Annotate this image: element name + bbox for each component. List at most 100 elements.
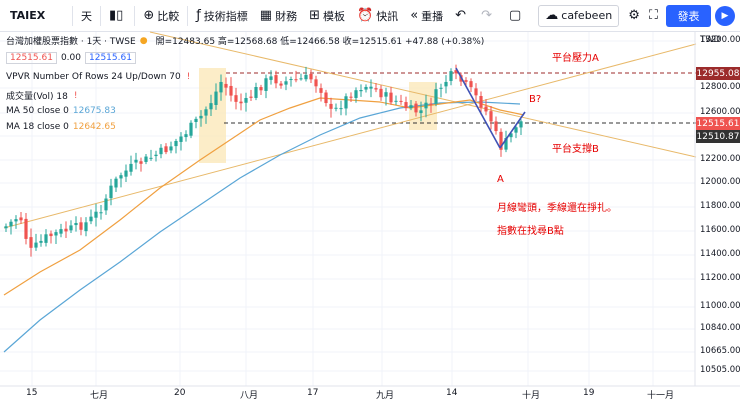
user-menu[interactable]: ☁ cafebeen bbox=[532, 0, 625, 32]
settings-button[interactable]: ⚙ bbox=[625, 0, 646, 32]
legend-ma18[interactable]: MA 18 close 0 12642.65 bbox=[6, 122, 116, 132]
candle-body bbox=[274, 75, 278, 84]
compare-button[interactable]: ⊕ 比較 bbox=[137, 0, 185, 32]
legend-price-row: 12515.61 0.00 12515.61 bbox=[6, 52, 140, 64]
last-price-tag: 12515.61 bbox=[696, 117, 740, 130]
candle-body bbox=[404, 102, 408, 109]
candle-body bbox=[269, 76, 273, 80]
candle-body bbox=[434, 89, 438, 104]
bid-price-box[interactable]: 12515.61 bbox=[6, 52, 57, 64]
publish-button[interactable]: 發表 bbox=[666, 5, 711, 27]
play-button[interactable]: ▶ bbox=[715, 6, 735, 26]
candle-body bbox=[224, 83, 228, 88]
candle-body bbox=[214, 91, 218, 105]
top-toolbar: TAIEX 天 ▮▯ ⊕ 比較 ƒ 技術指標 ▦ 財務 ⊞ 模板 ⏰ 快訊 «重播 ↶ ↷… bbox=[0, 0, 740, 32]
divider bbox=[72, 5, 73, 26]
indicators-button[interactable]: ƒ 技術指標 bbox=[190, 0, 254, 32]
candle-body bbox=[409, 105, 413, 109]
candle-body bbox=[334, 107, 338, 109]
price-tick-label: 10665.00 bbox=[700, 346, 740, 356]
legend-ma50[interactable]: MA 50 close 0 12675.83 bbox=[6, 106, 116, 116]
candle-body bbox=[319, 88, 323, 93]
legend-vpvr[interactable]: VPVR Number Of Rows 24 Up/Down 70 ! bbox=[6, 72, 190, 82]
interval-selector[interactable]: 天 bbox=[81, 9, 92, 23]
ma18-line bbox=[3, 97, 525, 296]
indicators-label: 技術指標 bbox=[203, 9, 248, 23]
alert-button[interactable]: ⏰ 快訊 bbox=[351, 0, 404, 32]
candle-body bbox=[469, 81, 473, 88]
time-tick-label: 19 bbox=[583, 388, 595, 398]
financials-label: 財務 bbox=[275, 9, 298, 23]
legend-volume[interactable]: 成交量(Vol) 18 ! bbox=[6, 89, 78, 103]
candle-body bbox=[499, 131, 503, 150]
candle-body bbox=[59, 229, 63, 234]
redo-icon: ↷ bbox=[481, 8, 492, 23]
redo-button[interactable]: ↷ bbox=[475, 0, 501, 32]
resistance-price-tag: 12955.08 bbox=[696, 67, 740, 80]
chart-type-button[interactable]: ▮▯ bbox=[103, 0, 132, 32]
candle-body bbox=[394, 100, 398, 102]
candle-body bbox=[399, 100, 403, 102]
candle-body bbox=[109, 185, 113, 199]
candle-body bbox=[339, 108, 343, 110]
ask-price-box[interactable]: 12515.61 bbox=[85, 52, 136, 64]
divider bbox=[187, 5, 189, 26]
candle-body bbox=[474, 88, 478, 96]
layout-button[interactable]: ▢ bbox=[503, 0, 530, 32]
warning-icon: ! bbox=[73, 90, 78, 101]
candle-body bbox=[74, 223, 78, 226]
fullscreen-button[interactable]: ⛶ bbox=[646, 0, 664, 32]
price-tick-label: 12600.00 bbox=[700, 107, 740, 117]
candle-body bbox=[24, 218, 28, 239]
legend-dot-icon: ● bbox=[139, 35, 148, 46]
candle-body bbox=[264, 78, 268, 91]
time-tick-label: 14 bbox=[446, 388, 458, 398]
candle-body bbox=[104, 198, 108, 211]
point-b-annotation: B? bbox=[529, 94, 542, 105]
candle-body bbox=[349, 96, 353, 98]
candle-body bbox=[49, 233, 53, 237]
candle-body bbox=[234, 95, 238, 102]
candle-body bbox=[159, 147, 163, 155]
candle-body bbox=[189, 122, 193, 136]
candle-body bbox=[294, 79, 298, 81]
undo-button[interactable]: ↶ bbox=[449, 0, 475, 32]
alarm-clock-icon: ⏰ bbox=[357, 8, 374, 23]
candle-body bbox=[424, 102, 428, 109]
candle-body bbox=[219, 81, 223, 93]
candle-body bbox=[124, 170, 128, 177]
candle-body bbox=[379, 88, 383, 98]
symbol-search[interactable]: TAIEX bbox=[10, 9, 46, 22]
financials-button[interactable]: ▦ 財務 bbox=[254, 0, 303, 32]
candle-body bbox=[449, 71, 453, 81]
candle-body bbox=[164, 146, 168, 153]
candle-body bbox=[84, 222, 88, 232]
replay-button[interactable]: «重播 bbox=[404, 0, 449, 32]
templates-button[interactable]: ⊞ 模板 bbox=[303, 0, 351, 32]
time-tick-label: 七月 bbox=[90, 391, 109, 401]
candle-body bbox=[9, 221, 13, 227]
candle-body bbox=[489, 111, 493, 122]
candle-body bbox=[504, 138, 508, 150]
ma50-value: 12675.83 bbox=[72, 106, 116, 116]
ma18-polyline bbox=[3, 97, 525, 296]
price-tick-label: 10840.00 bbox=[700, 323, 740, 333]
candle-body bbox=[79, 222, 83, 230]
templates-label: 模板 bbox=[323, 9, 345, 23]
price-tick-label: 13200.00 bbox=[700, 35, 740, 45]
candle-body bbox=[254, 87, 258, 98]
rebound-arrow-line bbox=[499, 111, 526, 149]
price-tick-label: 11400.00 bbox=[700, 249, 740, 259]
legend-title-row: 台灣加權股票指數 · 1天 · TWSE ● 開=12483.65 高=1256… bbox=[6, 34, 484, 48]
legend-title[interactable]: 台灣加權股票指數 · 1天 · TWSE bbox=[6, 37, 136, 47]
ma50-label: MA 50 close 0 bbox=[6, 106, 69, 116]
candle-body bbox=[119, 175, 123, 179]
candle-body bbox=[444, 81, 448, 87]
candle-body bbox=[344, 96, 348, 109]
candle-body bbox=[19, 217, 23, 221]
rising-trendline bbox=[3, 43, 697, 229]
candle-body bbox=[169, 146, 173, 151]
candle-body bbox=[289, 79, 293, 81]
time-tick-label: 九月 bbox=[376, 391, 395, 401]
